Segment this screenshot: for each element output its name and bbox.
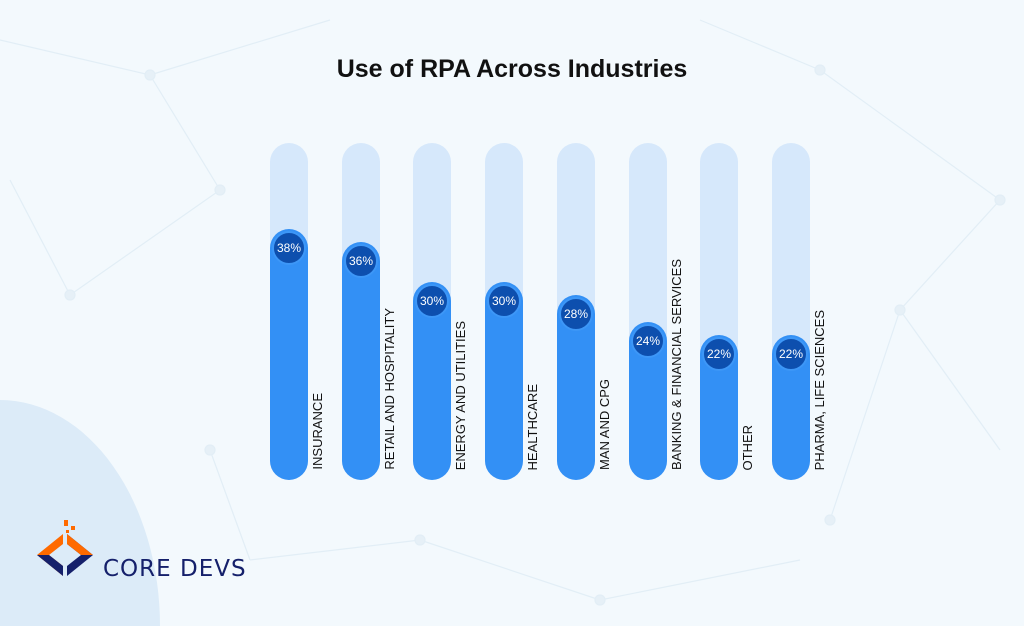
data-label: 28%: [559, 297, 593, 332]
bar-track: 30%: [413, 143, 451, 480]
category-label-wrap: BANKING & FINANCIAL SERVICES: [669, 143, 687, 470]
category-label: OTHER: [740, 424, 755, 471]
category-label: BANKING & FINANCIAL SERVICES: [669, 259, 684, 470]
chart-title: Use of RPA Across Industries: [336, 55, 688, 83]
category-label: INSURANCE: [310, 393, 325, 470]
category-label: PHARMA, LIFE SCIENCES: [812, 309, 827, 470]
category-label: ENERGY AND UTILITIES: [453, 320, 468, 470]
bar-track: 22%: [772, 143, 810, 480]
bar-track: 38%: [270, 143, 308, 480]
bar-track: 22%: [700, 143, 738, 480]
data-label: 22%: [702, 336, 736, 371]
core-devs-logo-icon: [37, 520, 93, 576]
data-label: 30%: [415, 284, 449, 318]
bar: 28%: [557, 295, 595, 480]
bar-track: 30%: [485, 143, 523, 480]
data-label: 38%: [272, 231, 306, 266]
data-label: 22%: [774, 336, 808, 371]
bar-track: 36%: [342, 143, 380, 480]
category-label-wrap: MAN AND CPG: [597, 143, 615, 470]
bar: 30%: [413, 282, 451, 480]
bar: 22%: [772, 334, 810, 480]
bar-track: 28%: [557, 143, 595, 480]
bar: 24%: [629, 321, 667, 480]
bar: 22%: [700, 334, 738, 480]
category-label-wrap: RETAIL AND HOSPITALITY: [382, 143, 400, 470]
category-label: HEALTHCARE: [525, 383, 540, 470]
category-label: RETAIL AND HOSPITALITY: [382, 308, 397, 470]
bar: 38%: [270, 229, 308, 480]
category-label: MAN AND CPG: [597, 378, 612, 470]
bar-track: 24%: [629, 143, 667, 480]
category-label-wrap: INSURANCE: [310, 143, 328, 470]
data-label: 36%: [344, 244, 378, 279]
category-label-wrap: PHARMA, LIFE SCIENCES: [812, 143, 830, 470]
logo-text: CORE DEVS: [103, 556, 247, 582]
category-label-wrap: OTHER: [740, 143, 758, 471]
data-label: 24%: [631, 323, 665, 358]
bar: 36%: [342, 242, 380, 480]
category-label-wrap: HEALTHCARE: [525, 143, 543, 470]
data-label: 30%: [487, 284, 521, 318]
category-label-wrap: ENERGY AND UTILITIES: [453, 143, 471, 470]
bar: 30%: [485, 282, 523, 480]
